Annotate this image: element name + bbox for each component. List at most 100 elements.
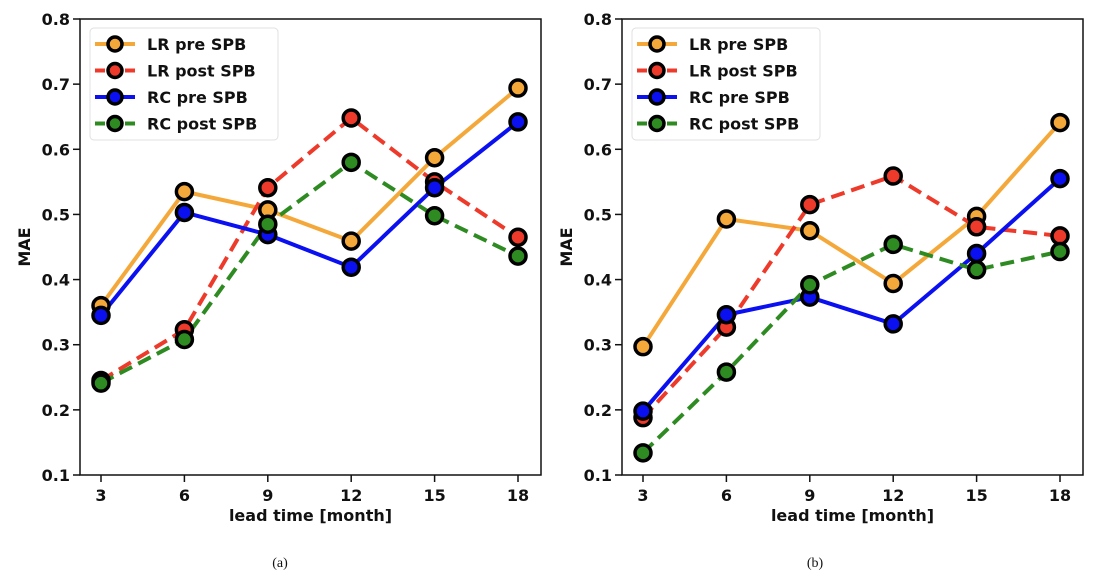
data-point xyxy=(508,227,528,247)
x-tick-label: 12 xyxy=(882,486,904,505)
data-point xyxy=(341,108,361,128)
legend-marker xyxy=(106,35,124,53)
y-tick-label: 0.8 xyxy=(584,10,612,29)
x-axis-label: lead time [month] xyxy=(229,506,392,525)
data-point xyxy=(883,234,903,255)
data-point xyxy=(633,443,653,463)
x-tick-label: 6 xyxy=(721,486,732,505)
data-point xyxy=(1050,112,1070,133)
data-point xyxy=(1050,226,1070,246)
chart-panel-b: 0.1 0.2 0.3 0.4 0.5 0.6 0.7 0.8 3 6 9 12 15 18 lead ti… xyxy=(557,10,1084,571)
legend-marker xyxy=(648,114,666,133)
y-tick-label: 0.5 xyxy=(584,205,612,224)
x-axis-label: lead time [month] xyxy=(771,506,934,525)
data-point xyxy=(966,260,987,280)
data-point xyxy=(424,148,445,168)
data-point xyxy=(800,275,820,295)
data-point xyxy=(883,273,903,294)
y-tick-label: 0.3 xyxy=(584,336,612,355)
y-tick-label: 0.1 xyxy=(584,466,612,485)
y-axis-label: MAE xyxy=(557,227,576,266)
legend-marker xyxy=(648,88,666,106)
legend-label: RC post SPB xyxy=(689,115,799,134)
data-point xyxy=(508,246,528,266)
data-point xyxy=(174,329,195,350)
x-tick-label: 18 xyxy=(1049,486,1071,505)
legend-label: RC pre SPB xyxy=(689,88,790,107)
x-tick-label: 12 xyxy=(340,486,362,505)
plot-frame xyxy=(621,18,1084,476)
legend-marker xyxy=(106,88,124,106)
series-line-lr-pre-spb xyxy=(641,121,1062,348)
data-point xyxy=(341,152,361,173)
data-point xyxy=(883,314,903,334)
legend-label: RC post SPB xyxy=(147,115,257,134)
y-tick-label: 0.2 xyxy=(42,401,70,420)
legend-box xyxy=(89,27,279,141)
y-tick-label: 0.5 xyxy=(42,205,70,224)
x-tick-label: 6 xyxy=(179,486,190,505)
data-point xyxy=(800,220,820,241)
data-point xyxy=(91,305,111,326)
y-tick-label: 0.7 xyxy=(42,75,70,94)
y-tick-label: 0.2 xyxy=(584,401,612,420)
series-line-rc-pre-spb xyxy=(99,120,520,317)
data-point xyxy=(966,243,987,264)
data-point xyxy=(424,177,445,198)
legend-marker xyxy=(648,61,666,80)
y-tick-label: 0.4 xyxy=(584,271,612,290)
data-point xyxy=(174,202,195,223)
data-point xyxy=(800,194,820,215)
data-point xyxy=(966,217,987,237)
legend-label: LR pre SPB xyxy=(147,35,246,54)
data-point xyxy=(258,177,278,198)
y-tick-label: 0.7 xyxy=(584,75,612,94)
data-point xyxy=(341,231,361,251)
y-tick-label: 0.6 xyxy=(42,140,70,159)
data-point xyxy=(174,181,195,202)
data-point xyxy=(1050,168,1070,189)
y-axis-label: MAE xyxy=(15,227,34,266)
y-tick-label: 0.8 xyxy=(42,10,70,29)
series-line-rc-post-spb xyxy=(641,242,1061,455)
chart-panel-a: 0.1 0.2 0.3 0.4 0.5 0.6 0.7 0.8 3 6 9 12 15 18 lead ti… xyxy=(15,10,542,571)
data-point xyxy=(633,336,653,357)
panel-caption: (b) xyxy=(807,556,824,571)
series-line-rc-pre-spb xyxy=(641,177,1062,413)
data-point xyxy=(258,214,278,234)
panel-caption: (a) xyxy=(272,556,288,571)
legend-marker xyxy=(648,35,666,53)
x-tick-label: 9 xyxy=(262,486,273,505)
data-point xyxy=(716,304,737,325)
series-line-lr-post-spb xyxy=(99,116,520,383)
y-tick-label: 0.3 xyxy=(42,336,70,355)
legend-box xyxy=(631,27,821,141)
series-line-lr-post-spb xyxy=(641,173,1061,420)
y-tick-label: 0.1 xyxy=(42,466,70,485)
data-point xyxy=(508,78,528,98)
data-point xyxy=(716,209,737,229)
y-tick-label: 0.4 xyxy=(42,271,70,290)
data-point xyxy=(633,401,653,421)
data-point xyxy=(716,362,737,382)
legend-marker xyxy=(106,114,124,133)
x-tick-label: 15 xyxy=(423,486,445,505)
x-tick-label: 3 xyxy=(95,486,106,505)
y-tick-label: 0.6 xyxy=(584,140,612,159)
series-line-lr-pre-spb xyxy=(99,86,520,307)
x-tick-label: 18 xyxy=(507,486,529,505)
legend-label: RC pre SPB xyxy=(147,88,248,107)
legend-label: LR post SPB xyxy=(689,62,798,81)
data-point xyxy=(91,373,111,393)
x-tick-label: 9 xyxy=(804,486,815,505)
data-point xyxy=(883,166,903,186)
legend-label: LR pre SPB xyxy=(689,35,788,54)
x-tick-label: 15 xyxy=(965,486,987,505)
data-point xyxy=(341,257,361,277)
data-point xyxy=(424,205,445,226)
series-line-rc-post-spb xyxy=(100,160,519,385)
data-point xyxy=(1050,241,1070,262)
data-point xyxy=(508,112,528,132)
legend-label: LR post SPB xyxy=(147,62,256,81)
